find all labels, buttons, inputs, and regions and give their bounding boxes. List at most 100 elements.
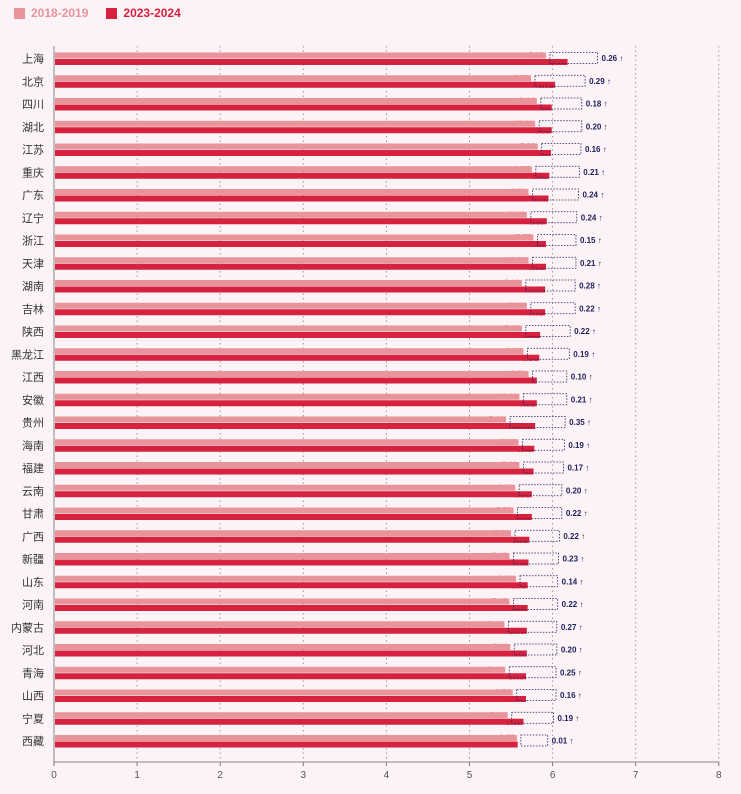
difference-box — [516, 689, 557, 701]
category-label: 河南 — [22, 599, 44, 612]
difference-box — [541, 143, 582, 155]
category-label: 广东 — [22, 189, 44, 202]
value-label-2018-2019: 5.44 — [488, 415, 504, 424]
category-label: 福建 — [22, 461, 44, 475]
bar-2018-2019 — [55, 644, 511, 650]
bar-2023-2024 — [55, 582, 528, 589]
value-label-2018-2019: 5.63 — [504, 324, 520, 333]
difference-box — [535, 165, 580, 178]
bar-2018-2019 — [55, 98, 537, 104]
difference-label: 0.16 ↑ — [560, 691, 582, 700]
value-label-2023-2024: 5.77 — [516, 468, 532, 477]
bar-2018-2019 — [55, 439, 519, 446]
bar-2023-2024 — [55, 354, 540, 361]
difference-label: 0.17 ↑ — [567, 464, 589, 473]
difference-box — [512, 598, 559, 610]
bar-2018-2019 — [55, 75, 531, 82]
bar-2018-2019 — [55, 393, 520, 400]
difference-label: 0.21 ↑ — [583, 168, 605, 177]
difference-box — [527, 347, 570, 360]
difference-box — [511, 711, 554, 724]
difference-label: 0.23 ↑ — [563, 555, 585, 564]
category-label: 吉林 — [22, 302, 44, 316]
difference-label: 0.15 ↑ — [580, 236, 602, 245]
value-label-2018-2019: 5.60 — [502, 461, 518, 470]
difference-box — [525, 279, 576, 292]
value-label-2018-2019: 5.60 — [502, 392, 518, 401]
bar-2018-2019 — [55, 689, 513, 696]
category-label: 黑龙江 — [11, 348, 44, 361]
difference-box — [534, 74, 586, 87]
value-label-2023-2024: 5.92 — [528, 240, 544, 249]
difference-label: 0.24 ↑ — [581, 213, 603, 222]
difference-label: 0.35 ↑ — [569, 418, 591, 427]
bar-2018-2019 — [55, 302, 527, 309]
value-label-2023-2024: 5.65 — [506, 718, 522, 727]
bar-2018-2019 — [55, 507, 514, 514]
difference-box — [532, 370, 568, 383]
difference-box — [530, 302, 576, 315]
value-label-2018-2019: 5.48 — [492, 597, 508, 606]
value-label-2018-2019: 5.63 — [504, 279, 520, 288]
category-label: 山西 — [22, 690, 44, 703]
value-label-2023-2024: 5.84 — [522, 354, 538, 363]
x-tick-label-7: 7 — [633, 770, 639, 781]
difference-label: 0.22 ↑ — [563, 532, 585, 541]
difference-label: 0.24 ↑ — [582, 191, 604, 200]
value-label-2018-2019: 5.48 — [492, 552, 508, 561]
legend: 2018-2019 2023-2024 — [14, 6, 181, 20]
x-tick-label-0: 0 — [51, 770, 57, 781]
x-tick-label-6: 6 — [550, 770, 556, 781]
legend-item-2018-2019: 2018-2019 — [14, 6, 88, 20]
value-label-2023-2024: 5.78 — [517, 445, 533, 454]
bar-2018-2019 — [55, 735, 517, 741]
bar-2023-2024 — [55, 559, 529, 566]
category-label: 云南 — [22, 485, 44, 498]
category-label: 新疆 — [22, 552, 44, 566]
bar-2023-2024 — [55, 172, 550, 179]
difference-box — [517, 507, 563, 519]
value-label-2023-2024: 5.92 — [528, 263, 544, 272]
bar-2023-2024 — [55, 673, 527, 680]
value-label-2023-2024: 5.91 — [528, 308, 544, 317]
value-label-2018-2019: 5.53 — [496, 506, 512, 515]
difference-box — [537, 234, 577, 246]
value-label-2023-2024: 5.71 — [511, 559, 527, 568]
difference-label: 0.14 ↑ — [562, 577, 584, 586]
value-label-2018-2019: 5.69 — [509, 301, 525, 310]
bar-2023-2024 — [55, 536, 530, 543]
value-label-2018-2019: 5.57 — [499, 734, 515, 743]
bar-2023-2024 — [55, 650, 527, 657]
value-label-2018-2019: 5.79 — [518, 119, 534, 128]
category-label: 安徽 — [22, 393, 44, 407]
x-tick-label-5: 5 — [467, 770, 473, 781]
difference-label: 0.21 ↑ — [571, 395, 593, 404]
difference-box — [512, 552, 559, 565]
value-label-2018-2019: 5.59 — [501, 438, 517, 447]
category-label: 湖北 — [22, 121, 44, 134]
difference-label: 0.27 ↑ — [561, 623, 583, 632]
value-label-2023-2024: 5.99 — [534, 104, 550, 113]
value-label-2023-2024: 5.96 — [532, 172, 548, 181]
value-label-2018-2019: 5.55 — [498, 483, 514, 492]
difference-box — [538, 120, 583, 133]
bar-2023-2024 — [55, 150, 551, 156]
difference-label: 0.28 ↑ — [579, 282, 601, 291]
difference-label: 0.01 ↑ — [552, 737, 574, 746]
difference-box — [522, 393, 568, 406]
legend-label-2023-2024: 2023-2024 — [123, 6, 181, 20]
value-label-2023-2024: 5.81 — [519, 399, 535, 408]
difference-box — [522, 438, 565, 451]
x-tick-label-4: 4 — [384, 770, 390, 781]
bar-2018-2019 — [55, 621, 505, 628]
value-label-2023-2024: 6.03 — [538, 81, 554, 90]
difference-label: 0.25 ↑ — [560, 668, 582, 677]
bar-2023-2024 — [55, 468, 534, 475]
difference-label: 0.22 ↑ — [566, 509, 588, 518]
value-label-2018-2019: 5.82 — [520, 142, 536, 151]
value-label-2018-2019: 5.49 — [493, 643, 509, 652]
bar-2018-2019 — [55, 416, 507, 423]
category-label: 湖南 — [22, 280, 44, 293]
bar-2023-2024 — [55, 377, 537, 384]
